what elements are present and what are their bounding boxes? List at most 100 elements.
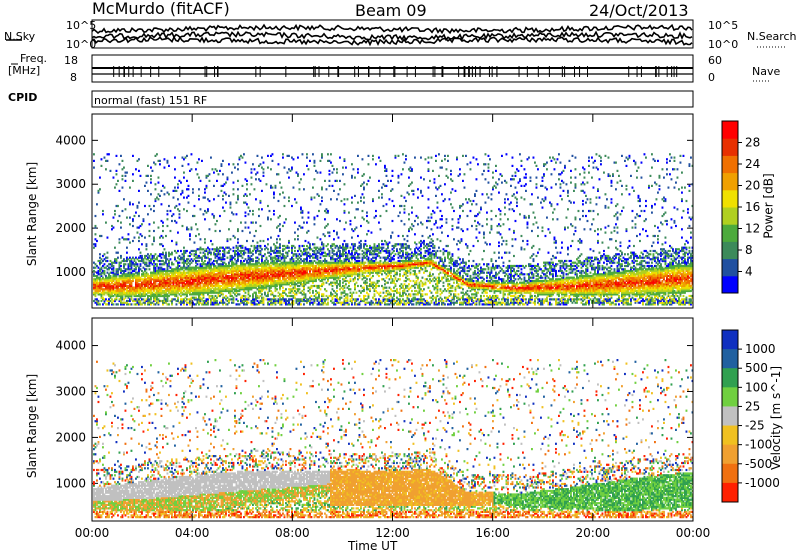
power-cell [346,254,349,258]
power-cell [262,281,265,284]
power-cell [330,283,332,286]
power-cell [238,278,241,281]
power-cell [268,299,271,303]
power-cell [163,186,166,189]
power-cell [135,289,137,293]
power-cell [372,158,374,161]
power-cell [228,283,230,286]
power-cell [300,249,302,253]
power-cell [123,279,125,283]
power-cell [333,273,335,276]
power-cell [94,274,97,278]
power-cell [342,269,344,273]
power-cell [244,268,247,271]
power-cell [289,279,292,283]
power-cell [276,238,278,241]
power-cell [198,254,200,258]
power-cell [283,278,286,281]
power-cell [154,154,157,157]
power-cell [220,184,223,187]
power-cell [235,283,238,286]
power-cell [292,264,295,268]
power-cell [184,156,187,159]
power-cell [265,283,268,286]
power-cell [157,268,160,271]
power-cell [235,201,238,204]
power-cell [321,266,323,269]
power-cell [274,281,277,284]
power-cell [253,266,256,269]
power-cell [291,289,293,293]
power-cell [342,243,344,246]
power-cell [298,271,301,274]
power-cell [138,256,140,259]
power-cell [136,204,139,208]
power-cell [174,284,176,288]
power-cell [319,288,322,291]
power-cell [247,276,250,279]
power-cell [276,251,278,254]
power-cell [129,274,131,278]
power-cell [259,301,262,304]
power-cell [276,268,278,271]
power-cell [120,288,122,291]
power-cell [177,276,179,279]
power-cell [151,243,154,246]
power-cell [223,261,226,264]
power-cell [334,271,337,274]
power-cell [123,288,125,291]
power-cell [265,298,268,301]
power-cell [369,273,371,276]
power-cell [313,253,316,256]
power-cell [309,259,311,263]
power-cell [114,259,116,263]
power-cell [253,279,256,283]
power-cell [265,274,268,278]
power-cell [202,293,205,296]
power-cell [306,258,308,261]
power-cell [219,268,221,271]
power-cell [313,251,316,254]
power-cell [291,258,293,261]
power-cell [126,171,128,174]
power-cell [309,286,311,289]
power-cell [204,281,206,284]
power-cell [225,288,227,291]
power-cell [259,251,262,254]
power-cell [145,174,148,177]
power-cell [252,264,254,268]
power-cell [252,163,254,166]
power-cell [340,293,343,296]
power-cell [372,283,374,286]
power-cell [162,294,164,298]
power-cell [105,281,107,284]
power-cell [136,284,139,288]
power-cell [154,303,157,306]
power-cell [165,234,167,238]
power-cell [108,274,110,278]
power-cell [231,286,233,289]
power-cell [166,273,169,276]
power-cell [316,249,319,253]
power-cell [247,266,250,269]
power-cell [261,261,263,264]
power-cell [252,268,254,271]
power-cell [231,258,233,261]
power-cell [366,254,368,258]
power-cell [351,299,353,303]
power-cell [244,201,247,204]
power-cell [108,268,110,271]
power-cell [243,278,245,281]
power-cell [297,156,299,159]
power-cell [159,243,161,246]
power-cell [220,281,223,284]
power-cell [151,278,154,281]
power-cell [285,268,287,271]
power-cell [253,274,256,278]
power-cell [214,276,217,279]
power-cell [363,251,365,254]
power-cell [360,284,362,288]
power-cell [319,263,322,266]
power-cell [238,289,241,293]
power-cell [336,293,338,296]
